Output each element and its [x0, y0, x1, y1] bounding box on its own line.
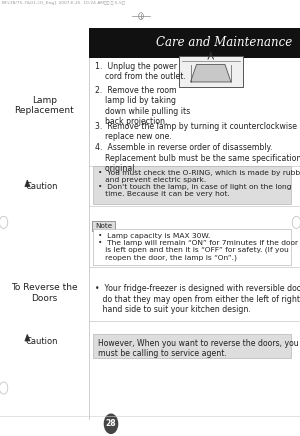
FancyBboxPatch shape: [93, 334, 291, 358]
FancyBboxPatch shape: [93, 166, 291, 204]
Text: 4.  Assemble in reverse order of disassembly.
    Replacement bulb must be the s: 4. Assemble in reverse order of disassem…: [95, 143, 300, 173]
Text: •  You must check the O-RING, which is made by rubber
   and prevent electric sp: • You must check the O-RING, which is ma…: [98, 170, 300, 197]
Text: To Reverse the
Doors: To Reverse the Doors: [11, 283, 78, 303]
Text: BFL38/75-7&01-(2)_Eng]  2007.6.25  10:24 AMち이 조 5-5페: BFL38/75-7&01-(2)_Eng] 2007.6.25 10:24 A…: [2, 1, 124, 5]
Text: •  Your fridge-freezer is designed with reversible doors,
   do that they may op: • Your fridge-freezer is designed with r…: [95, 284, 300, 314]
Text: 2.  Remove the room
    lamp lid by taking
    down while pulling its
    back p: 2. Remove the room lamp lid by taking do…: [95, 86, 191, 126]
Text: 3.  Remove the lamp by turning it counterclockwise and
    replace new one.: 3. Remove the lamp by turning it counter…: [95, 122, 300, 141]
Text: Lamp
Replacement: Lamp Replacement: [14, 96, 74, 115]
Text: 28: 28: [106, 419, 116, 428]
FancyBboxPatch shape: [88, 28, 300, 58]
FancyBboxPatch shape: [178, 56, 243, 87]
Polygon shape: [25, 180, 30, 187]
Circle shape: [104, 414, 118, 433]
Text: Care and Maintenance: Care and Maintenance: [156, 36, 292, 49]
Polygon shape: [190, 65, 231, 82]
Text: Caution: Caution: [25, 337, 58, 346]
FancyBboxPatch shape: [92, 221, 115, 231]
Text: Caution: Caution: [25, 182, 58, 191]
Text: 1.  Unplug the power
    cord from the outlet.: 1. Unplug the power cord from the outlet…: [95, 62, 186, 81]
Polygon shape: [25, 334, 30, 341]
Text: •  Lamp capacity is MAX 30W.
•  The lamp will remain “ON” for 7minutes if the do: • Lamp capacity is MAX 30W. • The lamp w…: [98, 233, 298, 261]
Text: Note: Note: [95, 223, 112, 229]
FancyBboxPatch shape: [93, 229, 291, 265]
Text: However, When you want to reverse the doors, you
must be calling to service agen: However, When you want to reverse the do…: [98, 339, 298, 358]
